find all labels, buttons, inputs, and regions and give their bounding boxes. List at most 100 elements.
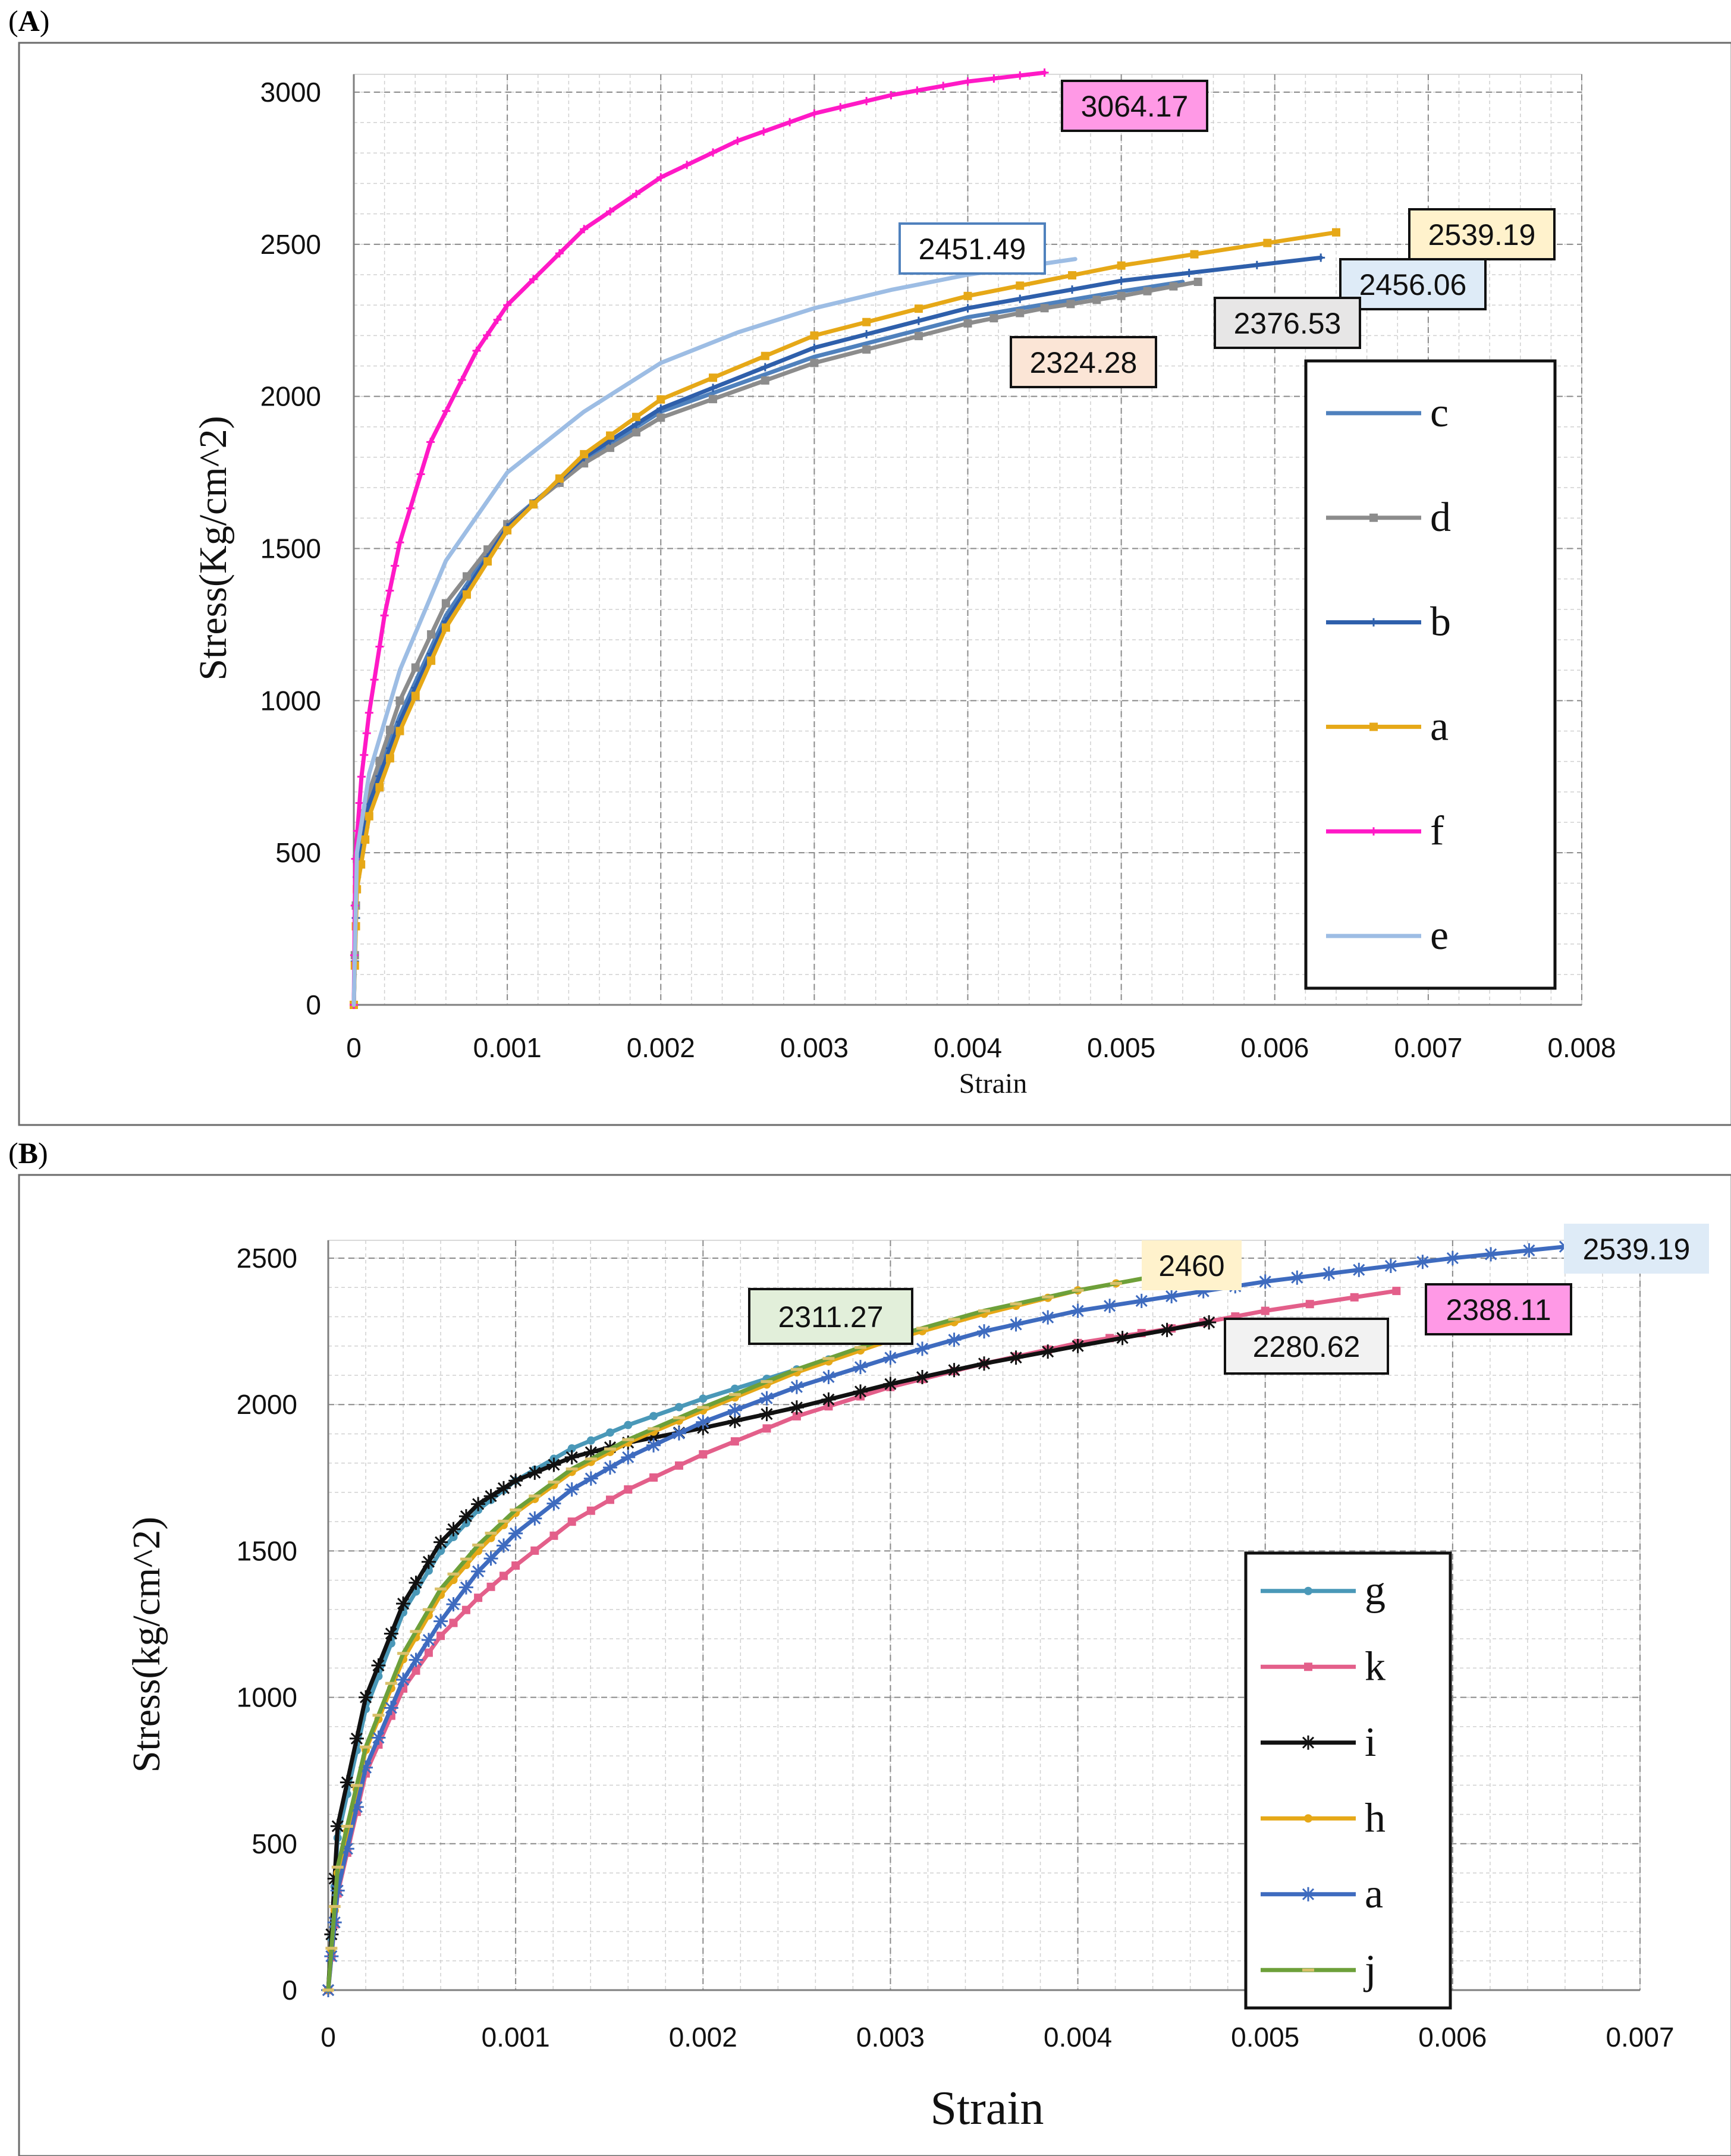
series-marker-f: [939, 81, 948, 90]
series-marker-i: [564, 1450, 579, 1464]
series-marker-g: [567, 1444, 576, 1453]
series-marker-a: [357, 860, 366, 869]
series-marker-b: [656, 404, 665, 413]
series-marker-k: [499, 1572, 508, 1580]
y-tick-label: 2000: [260, 381, 321, 412]
legend-marker-b: [1369, 618, 1378, 627]
legend-marker-h: [1304, 1814, 1312, 1823]
series-marker-a: [411, 692, 420, 700]
series-marker-i: [458, 1509, 473, 1524]
series-marker-a: [395, 727, 404, 736]
data-label-box: [1339, 258, 1487, 310]
series-marker-d: [1040, 304, 1049, 313]
y-tick-label: 2500: [237, 1243, 297, 1274]
series-marker-d: [1092, 296, 1101, 304]
series-marker-f: [709, 148, 718, 157]
data-label-box: [1408, 208, 1556, 260]
legend-label-k: k: [1365, 1643, 1386, 1689]
x-tick-label: 0.002: [627, 1032, 695, 1063]
series-marker-d: [1066, 300, 1075, 309]
series-marker-k: [449, 1618, 458, 1627]
series-marker-g: [586, 1436, 595, 1445]
series-marker-i: [433, 1535, 448, 1550]
series-marker-a: [375, 783, 384, 792]
series-marker-a: [810, 331, 819, 340]
series-marker-a: [365, 812, 373, 821]
series-marker-a: [1190, 250, 1199, 259]
x-tick-label: 0.003: [856, 2022, 925, 2053]
series-marker-a: [759, 1391, 774, 1406]
series-marker-i: [1202, 1315, 1217, 1330]
series-marker-d: [709, 395, 718, 404]
data-label-text: 2280.62: [1253, 1330, 1361, 1363]
series-marker-f: [759, 127, 768, 136]
x-tick-label: 0.002: [669, 2022, 737, 2053]
series-marker-b: [1317, 253, 1325, 262]
y-tick-label: 0: [282, 1975, 297, 2006]
series-marker-i: [471, 1497, 486, 1511]
series-marker-a: [483, 1551, 498, 1566]
series-marker-i: [1009, 1350, 1023, 1365]
series-a: [321, 1239, 1572, 1997]
legend-label-j: j: [1363, 1947, 1376, 1992]
x-tick-label: 0.006: [1240, 1032, 1309, 1063]
series-marker-i: [330, 1819, 345, 1834]
x-tick-label: 0.006: [1418, 2022, 1487, 2053]
series-line-f: [351, 70, 1047, 1007]
series-marker-a: [1009, 1317, 1023, 1332]
series-marker-i: [853, 1384, 868, 1399]
series-marker-g: [449, 1532, 458, 1541]
series-marker-a: [1068, 271, 1077, 280]
series-marker-f: [1016, 71, 1025, 80]
data-label: 2460: [1142, 1240, 1242, 1290]
data-label-text: 2539.19: [1583, 1233, 1691, 1266]
series-marker-f: [406, 504, 414, 513]
series-marker-f: [395, 538, 404, 547]
series-marker-a: [1332, 228, 1340, 237]
y-axis-title: Stress(Kg/cm^2): [191, 416, 235, 680]
series-marker-a: [1164, 1289, 1179, 1304]
series-marker-i: [349, 1731, 364, 1746]
data-label-box: [748, 1288, 913, 1345]
series-marker-a: [580, 450, 589, 458]
x-tick-label: 0.007: [1606, 2022, 1674, 2053]
series-marker-a: [555, 474, 564, 483]
series-marker-d: [441, 599, 450, 608]
series-marker-a: [1484, 1247, 1498, 1262]
series-marker-a: [977, 1324, 991, 1339]
series-marker-k: [461, 1605, 470, 1614]
series-marker-a: [761, 351, 769, 360]
series-marker-i: [421, 1554, 436, 1569]
series-marker-k: [567, 1517, 576, 1526]
series-marker-k: [549, 1531, 558, 1540]
series-marker-a: [671, 1426, 686, 1441]
series-marker-k: [436, 1632, 445, 1640]
series-marker-a: [371, 1730, 386, 1745]
series-marker-i: [1070, 1338, 1085, 1353]
series-marker-f: [733, 136, 742, 145]
series-marker-f: [913, 86, 922, 95]
x-tick-label: 0.005: [1231, 2022, 1299, 2053]
series-marker-f: [357, 772, 366, 781]
series-marker-a: [646, 1438, 661, 1453]
series-marker-a: [1196, 1284, 1211, 1299]
data-label-text: 2456.06: [1359, 268, 1467, 301]
series-marker-a: [727, 1403, 742, 1418]
data-label: 2376.53: [1214, 297, 1361, 349]
data-label-box: [1425, 1283, 1572, 1335]
series-marker-b: [709, 384, 718, 392]
series-marker-f: [656, 173, 665, 182]
y-tick-label: 0: [306, 989, 321, 1020]
series-marker-f: [529, 275, 538, 284]
series-marker-a: [963, 291, 972, 300]
series-marker-a: [340, 1841, 354, 1856]
series-marker-i: [821, 1392, 836, 1407]
series-marker-a: [359, 1760, 373, 1775]
series-line-a: [351, 230, 1339, 1007]
x-tick-label: 0: [346, 1032, 362, 1063]
data-label-text: 2324.28: [1030, 346, 1138, 379]
series-marker-a: [621, 1450, 636, 1464]
legend-box: [1244, 1551, 1452, 2010]
x-axis-title: Strain: [959, 1068, 1028, 1099]
